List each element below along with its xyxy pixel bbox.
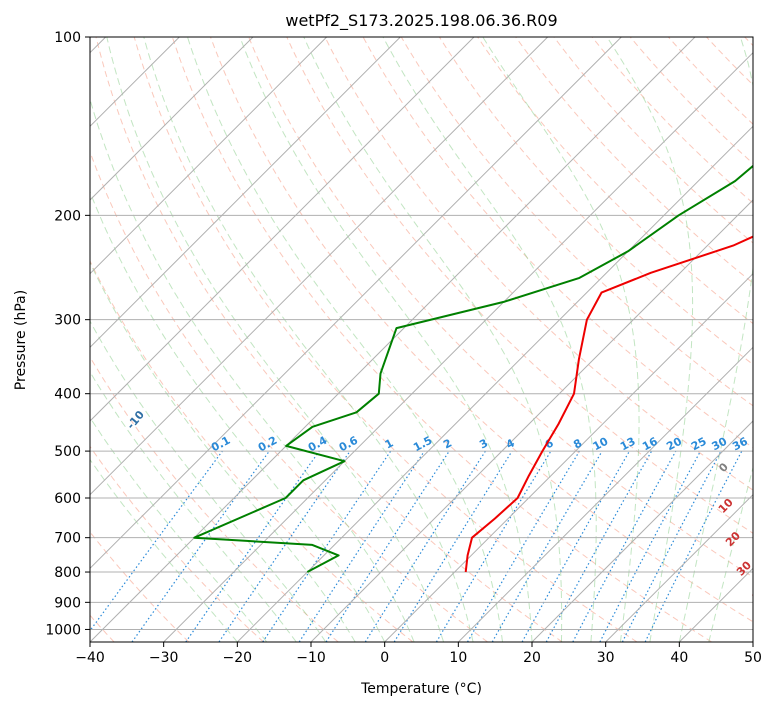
dry-adiabat <box>133 37 638 642</box>
isotherm-line <box>605 493 753 642</box>
dry-adiabat <box>90 445 264 642</box>
chart-title: wetPf2_S173.2025.198.06.36.R09 <box>285 11 557 31</box>
dry-adiabat <box>90 259 414 642</box>
y-axis-label: Pressure (hPa) <box>13 290 29 390</box>
y-tick-label: 300 <box>54 313 81 329</box>
isotherm-line <box>90 37 254 201</box>
moist-adiabat <box>90 416 268 642</box>
mixing-ratio-line <box>545 450 653 642</box>
moist-adiabat <box>90 370 297 642</box>
mixing-ratio-line <box>572 450 677 642</box>
profile-series <box>193 164 753 573</box>
mixing-ratio-line <box>521 450 631 642</box>
axis-ticks: −40 −30 −20 −10 0 10 20 30 40 50 100 200 300 400 500 60… <box>45 30 762 666</box>
isotherm-line <box>90 37 622 570</box>
y-tick-label: 1000 <box>45 622 81 638</box>
dry-adiabat <box>90 356 339 642</box>
moist-adiabat <box>143 37 474 642</box>
x-tick-label: −40 <box>75 650 105 666</box>
dry-adiabat <box>171 37 712 642</box>
dry-adiabat <box>324 37 753 491</box>
moist-adiabat <box>90 261 356 642</box>
moist-adiabat <box>90 458 238 642</box>
isotherm-line <box>90 37 401 349</box>
mixing-ratio-line <box>185 450 320 642</box>
moist-adiabat <box>187 37 503 642</box>
background-lines <box>90 37 753 642</box>
moist-adiabat <box>239 37 533 642</box>
moist-adiabat <box>708 465 753 642</box>
x-axis-label: Temperature (°C) <box>360 681 482 697</box>
mixing-ratio-line <box>218 450 351 642</box>
mixing-ratio-label: 30 <box>710 435 730 454</box>
mixing-ratio-line <box>393 450 513 642</box>
y-tick-label: 100 <box>54 30 81 46</box>
x-tick-label: 10 <box>449 650 467 666</box>
dry-adiabat <box>286 37 753 534</box>
x-tick-label: −10 <box>296 650 326 666</box>
mixing-ratio-line <box>131 450 270 642</box>
mixing-ratio-line <box>262 450 392 642</box>
x-tick-label: 50 <box>744 650 762 666</box>
mixing-ratio-label: 10 <box>591 434 611 453</box>
mixing-ratio-label: 20 <box>664 434 684 453</box>
dry-adiabat <box>248 37 753 578</box>
moist-adiabat <box>90 190 386 642</box>
mixing-ratio-line <box>90 450 223 632</box>
isotherm-line <box>384 272 753 642</box>
moist-adiabat <box>678 37 753 642</box>
x-tick-label: −30 <box>149 650 179 666</box>
y-tick-label: 600 <box>54 491 81 507</box>
isotherm-line <box>236 125 753 642</box>
profile-lines <box>193 164 753 573</box>
mixing-ratio-label: 36 <box>730 435 750 454</box>
moist-adiabat-label: 40 <box>748 585 768 605</box>
isotherm-line <box>531 420 753 642</box>
dry-adiabat <box>210 37 753 623</box>
mixing-ratio-line <box>325 450 450 642</box>
x-tick-label: −20 <box>223 650 253 666</box>
y-tick-label: 700 <box>54 531 81 547</box>
mixing-ratio-label: 25 <box>689 435 709 454</box>
profile-series <box>464 235 753 573</box>
moist-adiabat <box>606 37 694 642</box>
mixing-ratio-label: 13 <box>618 435 638 454</box>
y-tick-label: 400 <box>54 387 81 403</box>
y-tick-label: 900 <box>54 595 81 611</box>
moist-adiabat <box>106 37 445 642</box>
y-tick-label: 800 <box>54 565 81 581</box>
isotherm-line <box>90 37 475 422</box>
isotherm-line <box>457 346 753 642</box>
isotherm-line <box>90 37 328 275</box>
x-tick-label: 30 <box>597 650 615 666</box>
moist-adiabat-label: 30 <box>734 558 754 578</box>
moist-adiabat <box>482 37 640 642</box>
plot-frame <box>89 36 754 643</box>
y-tick-label: 500 <box>54 444 81 460</box>
mixing-ratio-label: 16 <box>640 435 660 454</box>
moist-adiabat <box>382 37 597 642</box>
isotherm-line <box>90 37 549 496</box>
x-tick-label: 20 <box>523 650 541 666</box>
x-tick-label: 40 <box>670 650 688 666</box>
x-tick-label: 0 <box>380 650 389 666</box>
mixing-ratio-line <box>644 450 743 642</box>
dry-adiabat <box>515 37 753 284</box>
mixing-ratio-line <box>298 450 425 642</box>
y-tick-label: 200 <box>54 208 81 224</box>
dry-adiabat <box>95 37 563 642</box>
isotherm-line <box>310 199 753 642</box>
moist-adiabat <box>303 37 563 642</box>
